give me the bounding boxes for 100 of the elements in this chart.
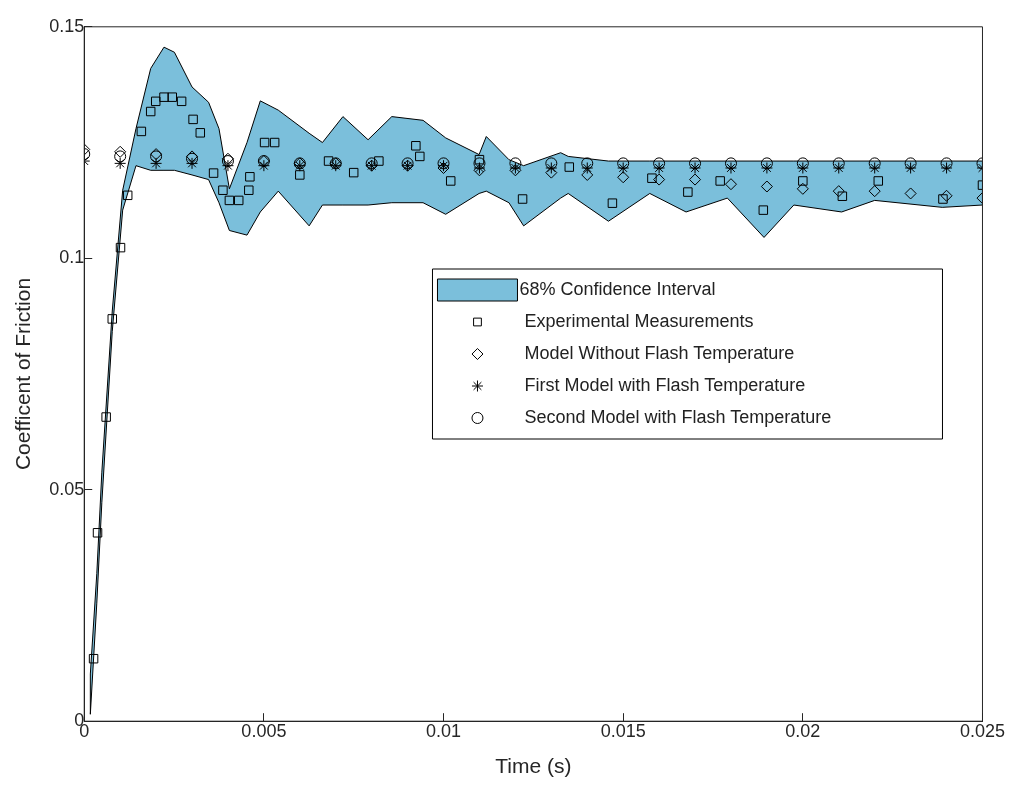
legend-label: Second Model with Flash Temperature <box>524 406 832 427</box>
point <box>92 528 103 538</box>
point <box>617 162 630 174</box>
point <box>259 137 270 148</box>
point <box>581 157 594 170</box>
point <box>868 157 881 170</box>
point <box>545 157 558 170</box>
point <box>724 178 737 191</box>
point <box>233 195 244 206</box>
point <box>653 162 666 174</box>
point <box>647 173 657 183</box>
point <box>323 156 334 166</box>
point <box>683 187 693 197</box>
point <box>617 171 630 184</box>
point <box>445 176 456 186</box>
point <box>257 159 270 172</box>
point <box>473 157 486 170</box>
point <box>832 157 845 170</box>
point <box>224 195 235 206</box>
point <box>940 162 953 174</box>
point <box>724 157 737 170</box>
point <box>176 96 187 107</box>
point <box>208 168 219 178</box>
y-tick-label: 0.05 <box>49 478 85 499</box>
x-axis-title: Time (s) <box>495 754 572 778</box>
point <box>101 412 111 422</box>
point <box>617 157 630 170</box>
point <box>760 180 773 193</box>
x-tick-label: 0.005 <box>241 720 287 741</box>
point <box>607 198 618 208</box>
point <box>150 96 161 107</box>
point <box>689 173 702 186</box>
point <box>758 205 769 215</box>
point <box>415 151 425 162</box>
legend-label: 68% Confidence Interval <box>519 278 716 299</box>
point <box>724 162 737 174</box>
point <box>509 157 522 170</box>
point <box>796 182 809 195</box>
y-axis-title: Coefficent of Friction <box>11 277 35 471</box>
point <box>798 176 808 186</box>
point <box>545 166 558 179</box>
point <box>269 137 280 148</box>
point <box>114 145 127 158</box>
point <box>374 156 384 166</box>
point <box>938 194 948 204</box>
point <box>689 157 702 170</box>
point <box>195 128 206 138</box>
point <box>221 159 234 172</box>
point <box>940 189 953 202</box>
point <box>136 126 147 137</box>
point <box>517 194 528 204</box>
point <box>348 167 359 178</box>
point <box>245 172 255 182</box>
point <box>188 114 198 125</box>
point <box>689 162 702 174</box>
point <box>715 176 725 186</box>
point <box>873 176 884 186</box>
point <box>88 653 99 664</box>
point <box>868 185 881 198</box>
point <box>411 141 421 151</box>
x-tick-label: 0.015 <box>600 720 646 741</box>
point <box>107 314 117 324</box>
point <box>167 92 177 102</box>
point <box>114 157 127 170</box>
point <box>581 162 594 174</box>
legend-label: Experimental Measurements <box>524 310 754 331</box>
y-tick-label: 0.15 <box>49 15 85 36</box>
legend-label: First Model with Flash Temperature <box>524 374 806 395</box>
point <box>868 162 881 174</box>
point <box>796 162 809 174</box>
point <box>159 92 169 102</box>
point <box>904 187 917 200</box>
point <box>832 185 845 198</box>
x-tick-label: 0.01 <box>426 720 462 741</box>
point <box>837 191 848 201</box>
point <box>940 157 953 170</box>
point <box>186 157 199 170</box>
point <box>545 162 558 174</box>
point <box>114 150 127 163</box>
point <box>244 185 254 195</box>
y-tick-label: 0.1 <box>59 247 85 268</box>
legend-label: Model Without Flash Temperature <box>524 342 795 363</box>
point <box>122 190 133 201</box>
point <box>115 242 126 253</box>
x-tick-label: 0.025 <box>959 720 1005 741</box>
point <box>904 157 917 170</box>
point <box>564 162 575 172</box>
point <box>295 170 305 180</box>
point <box>904 162 917 174</box>
point <box>150 157 163 170</box>
point <box>145 106 156 117</box>
point <box>832 162 845 174</box>
point <box>474 154 485 165</box>
point <box>796 157 809 170</box>
point <box>653 157 666 170</box>
point <box>581 168 594 181</box>
point <box>218 185 228 195</box>
point <box>653 173 666 186</box>
point <box>760 162 773 174</box>
point <box>760 157 773 170</box>
